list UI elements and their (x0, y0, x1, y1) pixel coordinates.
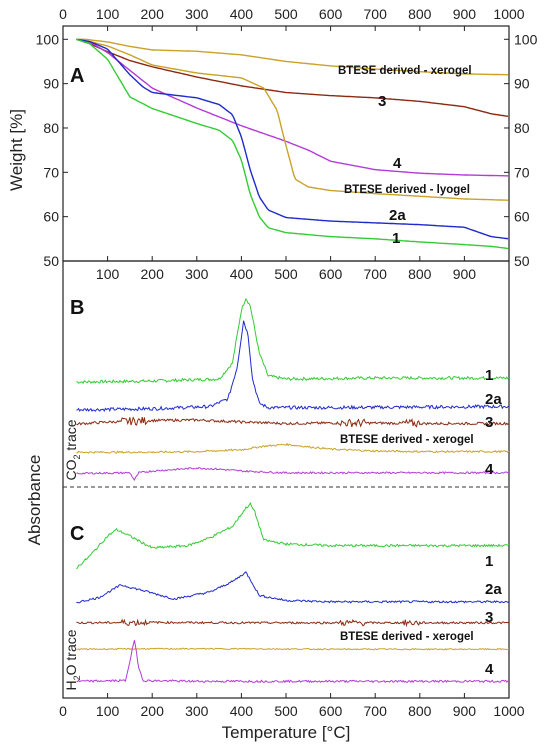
a-bottom-xtick-label: 700 (364, 266, 388, 282)
c-label-3: 3 (485, 609, 493, 626)
a-series-4 (76, 38, 509, 177)
a-ytick-label-right: 90 (514, 76, 530, 92)
b-series-4 (76, 466, 509, 482)
a-bottom-xtick-label: 100 (96, 266, 120, 282)
c-label-1: 1 (485, 553, 493, 570)
a-bottom-xtick-label: 600 (319, 266, 343, 282)
a-ytick-label-left: 70 (43, 164, 59, 180)
c-xtick-label: 100 (96, 703, 120, 719)
c-xtick-label: 0 (59, 703, 67, 719)
a-ytick-label-left: 60 (43, 209, 59, 225)
a-label-2a: 2a (389, 207, 406, 224)
c-xtick-label: 300 (185, 703, 209, 719)
c-xtick-label: 1000 (493, 703, 524, 719)
a-label-4: 4 (393, 155, 402, 172)
series-lines (76, 38, 510, 684)
a-bottom-xtick-label: 500 (274, 266, 298, 282)
c-xtick-label: 400 (230, 703, 254, 719)
a-ytick-label-right: 100 (514, 31, 538, 47)
a-series-3 (76, 38, 509, 117)
b-series-2a (76, 320, 510, 413)
a-ytick-label-right: 60 (514, 209, 530, 225)
a-ytick-label-left: 100 (36, 31, 60, 47)
a-top-xtick-label: 100 (96, 6, 120, 22)
c-label-4: 4 (485, 661, 494, 678)
a-bottom-xtick-label: 800 (408, 266, 432, 282)
c-label-2a: 2a (485, 581, 502, 598)
axis-ticks: 0 0 100 100 100 200 200 200 300 300 300 400 400 400 50… (36, 6, 538, 719)
a-label-3: 3 (378, 93, 386, 110)
b-label-4: 4 (485, 461, 494, 478)
a-top-xtick-label: 700 (364, 6, 388, 22)
a-ytick-label-left: 80 (43, 120, 59, 136)
c-series-2a (76, 571, 510, 604)
a-bottom-xtick-label: 300 (185, 266, 209, 282)
a-ytick-label-left: 50 (43, 253, 59, 269)
b-series-btese-derived---xerogel (76, 442, 510, 454)
weight-axis-label: Weight [%] (7, 109, 26, 191)
b-series-3 (76, 416, 510, 428)
temperature-axis-label: Temperature [°C] (222, 723, 351, 742)
co2-trace-label: CO2 trace (63, 419, 82, 480)
a-series-btese-derived---lyogel (76, 38, 509, 201)
c-label-xerogel: BTESE derived - xerogel (340, 631, 474, 643)
c-series-1 (76, 501, 510, 570)
a-top-xtick-label: 900 (453, 6, 477, 22)
a-series-2a (76, 38, 509, 240)
panel-c-letter: C (70, 523, 84, 545)
b-label-xerogel: BTESE derived - xerogel (340, 434, 474, 446)
a-ytick-label-right: 50 (514, 253, 530, 269)
panel-b-letter: B (70, 297, 84, 319)
a-ytick-label-right: 70 (514, 164, 530, 180)
a-top-xtick-label: 600 (319, 6, 343, 22)
a-series-btese-derived---xerogel (76, 38, 509, 76)
a-ytick-label-right: 80 (514, 120, 530, 136)
a-bottom-xtick-label: 400 (230, 266, 254, 282)
a-series-1 (76, 38, 509, 250)
a-top-xtick-label: 500 (274, 6, 298, 22)
c-xtick-label: 500 (274, 703, 298, 719)
b-label-2a: 2a (485, 391, 502, 408)
a-top-xtick-label: 1000 (493, 6, 524, 22)
c-xtick-label: 600 (319, 703, 343, 719)
svg-text:CO2 trace: CO2 trace (63, 419, 82, 480)
a-label-lyogel: BTESE derived - lyogel (344, 184, 470, 196)
b-series-1 (76, 297, 510, 385)
c-xtick-label: 800 (408, 703, 432, 719)
a-top-xtick-label: 200 (141, 6, 165, 22)
c-series-3 (76, 618, 510, 628)
a-top-xtick-label: 300 (185, 6, 209, 22)
c-xtick-label: 700 (364, 703, 388, 719)
a-ytick-label-left: 90 (43, 76, 59, 92)
a-bottom-xtick-label: 900 (453, 266, 477, 282)
h2o-trace-label: H2O trace (63, 629, 82, 690)
a-label-xerogel: BTESE derived - xerogel (338, 65, 472, 77)
c-xtick-label: 900 (453, 703, 477, 719)
a-label-1: 1 (392, 230, 400, 247)
a-bottom-xtick-label: 200 (141, 266, 165, 282)
a-top-xtick-label: 800 (408, 6, 432, 22)
b-label-1: 1 (485, 367, 493, 384)
a-top-xtick-label: 0 (59, 6, 67, 22)
absorbance-axis-label: Absorbance (25, 455, 44, 546)
svg-text:H2O trace: H2O trace (63, 629, 82, 690)
c-series-btese-derived---xerogel (76, 647, 510, 651)
b-label-3: 3 (485, 414, 493, 431)
c-xtick-label: 200 (141, 703, 165, 719)
panel-a-letter: A (70, 65, 84, 87)
c-series-4 (76, 640, 510, 684)
a-top-xtick-label: 400 (230, 6, 254, 22)
